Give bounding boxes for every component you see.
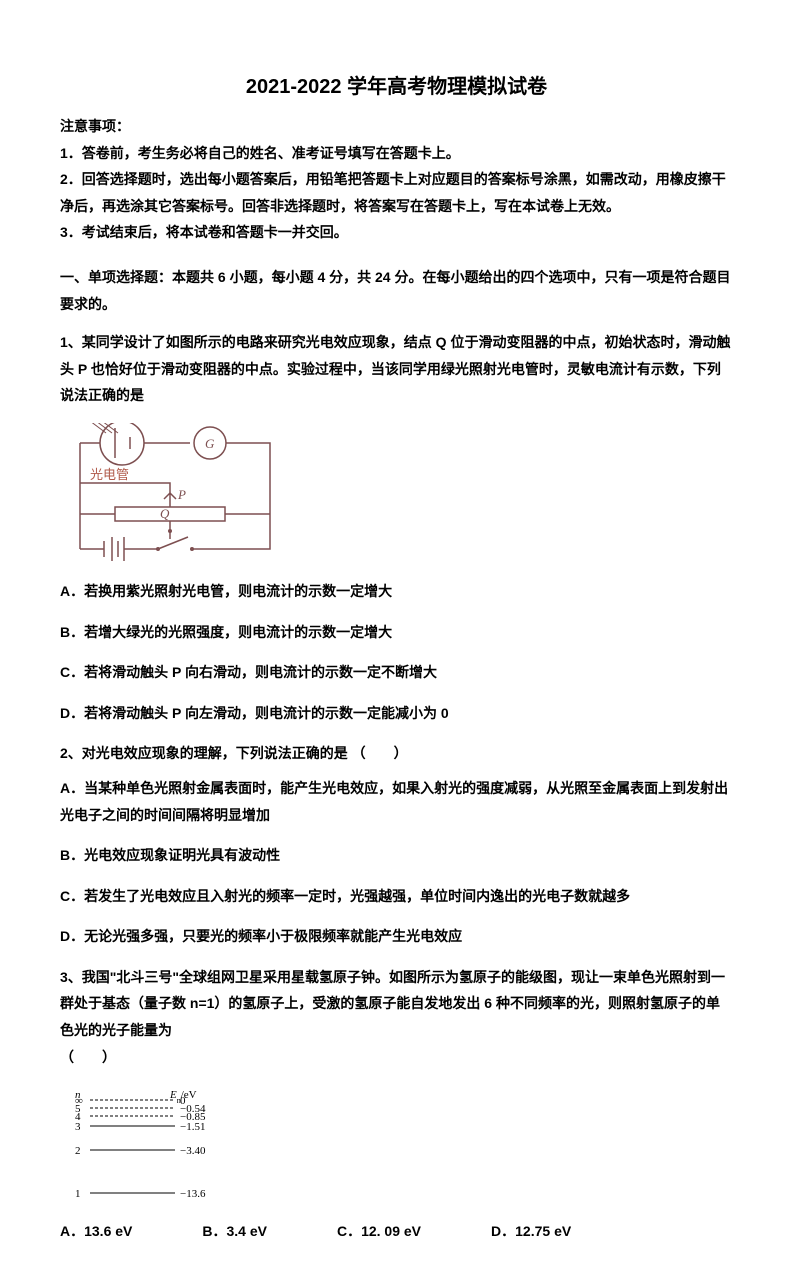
- q1-stem: 1、某同学设计了如图所示的电路来研究光电效应现象，结点 Q 位于滑动变阻器的中点…: [60, 329, 733, 409]
- slider-p-label: P: [177, 487, 186, 502]
- q1-option-d: D．若将滑动触头 P 向左滑动，则电流计的示数一定能减小为 0: [60, 700, 733, 727]
- svg-text:−3.40: −3.40: [180, 1145, 206, 1157]
- q3-option-d: D．12.75 eV: [491, 1221, 571, 1241]
- q3-options-row: A．13.6 eV B．3.4 eV C．12. 09 eV D．12.75 e…: [60, 1221, 733, 1241]
- notice-item-2: 2．回答选择题时，选出每小题答案后，用铅笔把答题卡上对应题目的答案标号涂黑，如需…: [60, 166, 733, 219]
- notice-heading: 注意事项：: [60, 113, 733, 140]
- galvanometer-label: G: [205, 436, 215, 451]
- energy-svg: n En/eV ∞05−0.544−0.853−1.512−3.401−13.6: [60, 1088, 230, 1208]
- svg-text:−1.51: −1.51: [180, 1121, 205, 1133]
- exam-title: 2021-2022 学年高考物理模拟试卷: [60, 70, 733, 99]
- svg-text:−13.6: −13.6: [180, 1188, 206, 1200]
- q3-energy-figure: n En/eV ∞05−0.544−0.853−1.512−3.401−13.6: [60, 1088, 733, 1213]
- q1-option-a: A．若换用紫光照射光电管，则电流计的示数一定增大: [60, 578, 733, 605]
- q2-option-d: D．无论光强多强，只要光的频率小于极限频率就能产生光电效应: [60, 923, 733, 950]
- q3-stem-a: 3、我国"北斗三号"全球组网卫星采用星载氢原子钟。如图所示为氢原子的能级图，现让…: [60, 964, 733, 1044]
- circuit-svg: G 光电管 P Q E S: [60, 423, 290, 563]
- q3-stem-b: （ ）: [60, 1044, 733, 1071]
- node-q-label: Q: [160, 506, 170, 521]
- q3-option-b: B．3.4 eV: [202, 1221, 267, 1241]
- switch-s-label: S: [168, 561, 175, 563]
- phototube-label: 光电管: [90, 467, 129, 482]
- svg-text:2: 2: [75, 1145, 81, 1157]
- q1-option-b: B．若增大绿光的光照强度，则电流计的示数一定增大: [60, 619, 733, 646]
- q3-option-a: A．13.6 eV: [60, 1221, 132, 1241]
- q2-option-c: C．若发生了光电效应且入射光的频率一定时，光强越强，单位时间内逸出的光电子数就越…: [60, 883, 733, 910]
- q1-option-c: C．若将滑动触头 P 向右滑动，则电流计的示数一定不断增大: [60, 659, 733, 686]
- q2-option-a: A．当某种单色光照射金属表面时，能产生光电效应，如果入射光的强度减弱，从光照至金…: [60, 775, 733, 828]
- notice-item-1: 1．答卷前，考生务必将自己的姓名、准考证号填写在答题卡上。: [60, 140, 733, 167]
- svg-text:3: 3: [75, 1121, 81, 1133]
- notice-item-3: 3．考试结束后，将本试卷和答题卡一并交回。: [60, 219, 733, 246]
- section1-intro: 一、单项选择题：本题共 6 小题，每小题 4 分，共 24 分。在每小题给出的四…: [60, 264, 733, 317]
- svg-text:1: 1: [75, 1188, 81, 1200]
- q2-stem: 2、对光电效应现象的理解，下列说法正确的是 （ ）: [60, 740, 733, 767]
- battery-e-label: E: [105, 561, 114, 563]
- q1-circuit-figure: G 光电管 P Q E S: [60, 423, 733, 568]
- q3-option-c: C．12. 09 eV: [337, 1221, 421, 1241]
- q2-option-b: B．光电效应现象证明光具有波动性: [60, 842, 733, 869]
